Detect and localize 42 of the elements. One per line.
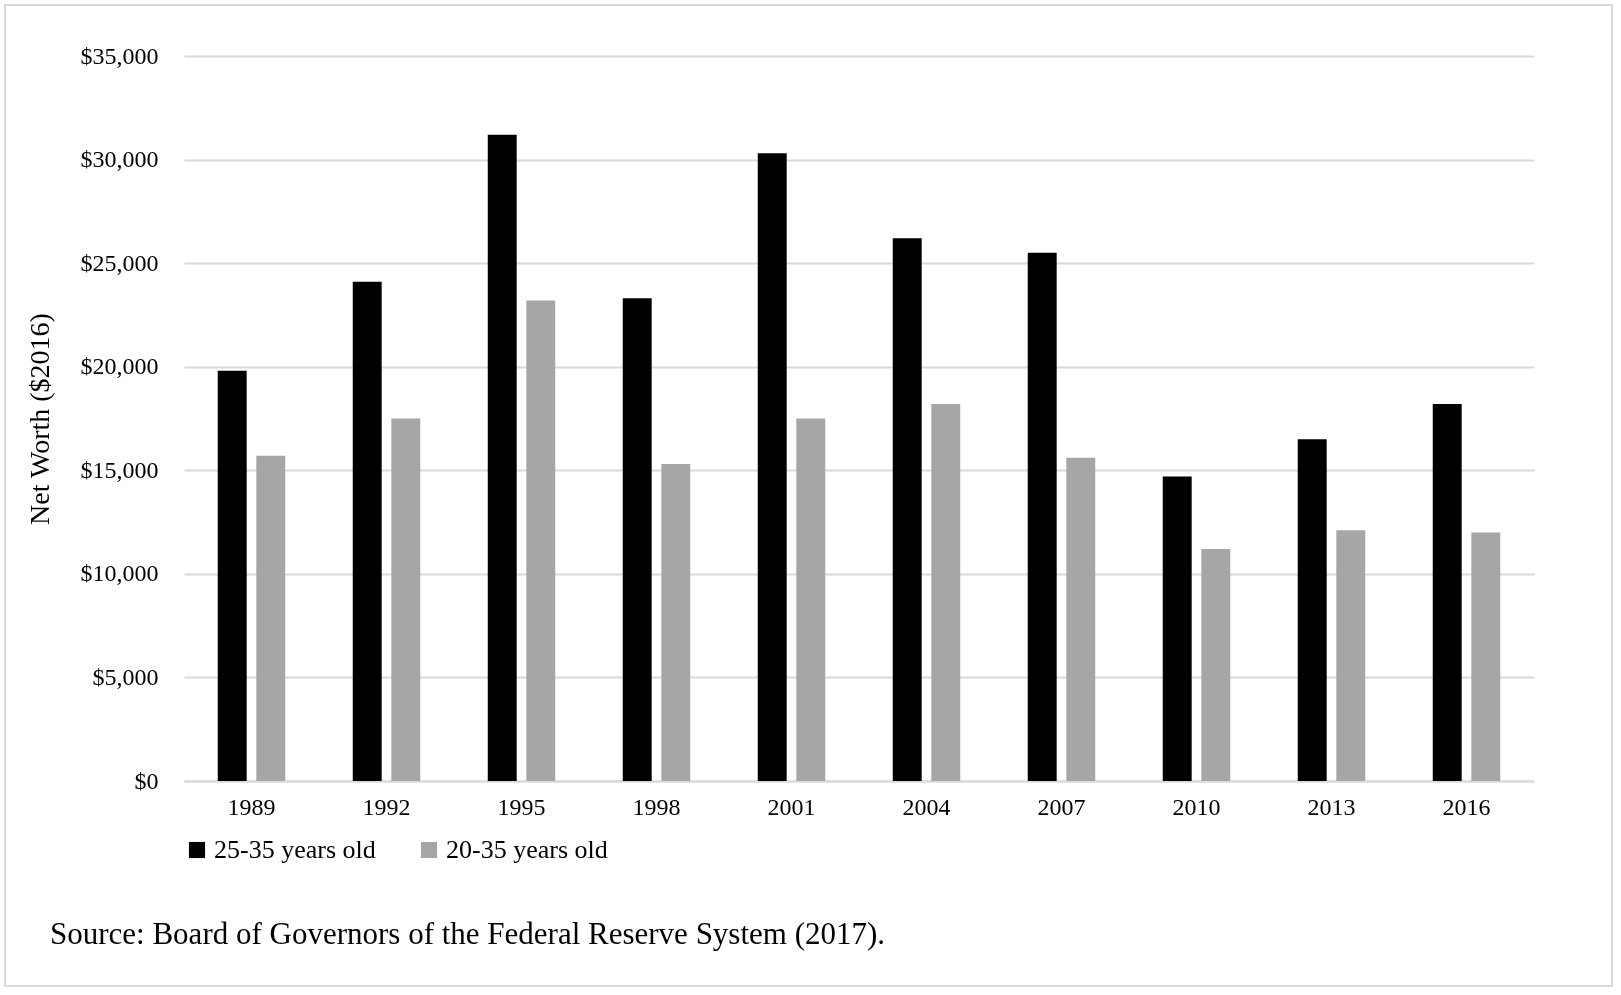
x-tick-label: 1992 (362, 793, 411, 820)
y-tick-label: $25,000 (80, 249, 159, 276)
bar (217, 370, 247, 781)
bar (1066, 457, 1096, 781)
bar (892, 238, 922, 781)
legend-label: 20-35 years old (446, 835, 608, 864)
y-tick-label: $35,000 (80, 42, 159, 69)
y-tick-label: $0 (134, 767, 159, 794)
bar (1297, 439, 1327, 781)
bar (1162, 476, 1192, 781)
bar (1201, 549, 1231, 781)
x-tick-label: 1998 (632, 793, 681, 820)
x-tick-label: 1989 (227, 793, 276, 820)
bar (391, 418, 421, 781)
legend-label: 25-35 years old (214, 835, 376, 864)
bar (796, 418, 826, 781)
bar (931, 404, 961, 781)
y-tick-label: $10,000 (80, 560, 159, 587)
bar (1027, 252, 1057, 781)
x-tick-label: 2004 (902, 793, 951, 820)
x-tick-label: 1995 (497, 793, 546, 820)
y-tick-label: $30,000 (80, 146, 159, 173)
bar (1336, 530, 1366, 781)
y-tick-label: $20,000 (80, 353, 159, 380)
y-axis-title: Net Worth ($2016) (23, 313, 55, 525)
y-tick-label: $5,000 (92, 663, 159, 690)
x-tick-label: 2007 (1037, 793, 1086, 820)
bar (1471, 532, 1501, 781)
bar (622, 298, 652, 781)
bar (526, 300, 556, 781)
y-tick-label: $15,000 (80, 456, 159, 483)
x-tick-label: 2013 (1307, 793, 1356, 820)
x-tick-label: 2001 (767, 793, 816, 820)
bar (757, 153, 787, 781)
bar (352, 281, 382, 781)
x-tick-label: 2010 (1172, 793, 1221, 820)
bar (487, 134, 517, 781)
bar (1432, 404, 1462, 781)
bar (256, 455, 286, 781)
bar (661, 464, 691, 781)
x-tick-label: 2016 (1442, 793, 1491, 820)
source-note: Source: Board of Governors of the Federal Reserve System (2017). (50, 916, 886, 952)
